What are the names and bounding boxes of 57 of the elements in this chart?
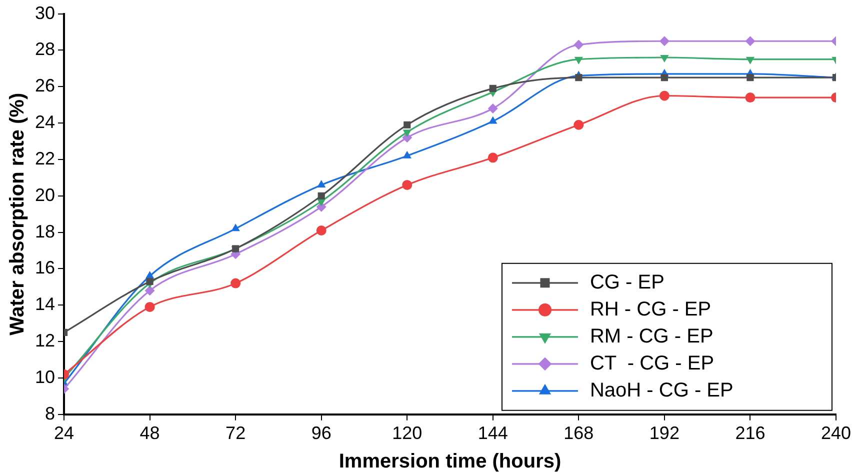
y-tick-label: 12 bbox=[34, 330, 56, 351]
x-tick-label: 24 bbox=[54, 423, 74, 444]
y-tick-label: 28 bbox=[34, 39, 56, 60]
y-tick-label: 18 bbox=[34, 221, 56, 242]
x-tick-label: 192 bbox=[649, 423, 680, 444]
y-tick-label: 8 bbox=[45, 403, 56, 424]
point bbox=[144, 302, 155, 312]
y-tick-label: 26 bbox=[34, 76, 56, 96]
y-tick-label: 22 bbox=[34, 148, 56, 168]
y-tick-label: 14 bbox=[34, 294, 56, 314]
point bbox=[146, 278, 154, 286]
point bbox=[575, 74, 582, 82]
y-axis-title: Water absorption rate (%) bbox=[6, 92, 29, 336]
point bbox=[574, 40, 584, 50]
y-tick-label: 16 bbox=[34, 258, 56, 278]
x-tick-label: 168 bbox=[564, 423, 594, 444]
point bbox=[659, 36, 670, 46]
x-tick-label: 120 bbox=[392, 423, 422, 444]
point bbox=[660, 55, 669, 62]
point bbox=[488, 152, 498, 163]
point bbox=[574, 56, 583, 64]
legend-label: RM - CG - EP bbox=[590, 325, 714, 348]
legend-label: RH - CG - EP bbox=[590, 298, 712, 320]
y-tick-label: 24 bbox=[34, 112, 56, 132]
point bbox=[402, 180, 412, 190]
point bbox=[488, 103, 498, 114]
point bbox=[404, 121, 411, 128]
y-tick-label: 30 bbox=[34, 2, 56, 23]
x-tick-label: 48 bbox=[140, 423, 160, 444]
point bbox=[574, 120, 584, 130]
legend-label: CG - EP bbox=[590, 271, 664, 294]
point bbox=[230, 278, 241, 288]
point bbox=[745, 92, 756, 103]
point bbox=[402, 130, 412, 138]
point bbox=[317, 180, 326, 188]
point bbox=[488, 116, 498, 124]
x-tick-label: 240 bbox=[820, 423, 852, 444]
point bbox=[660, 74, 668, 82]
point bbox=[402, 150, 412, 158]
x-tick-label: 216 bbox=[735, 423, 766, 444]
point bbox=[746, 74, 754, 82]
legend-label: CT - CG - EP bbox=[590, 352, 714, 374]
legend-label: NaoH - CG - EP bbox=[590, 379, 734, 402]
x-tick-label: 144 bbox=[478, 423, 508, 444]
x-tick-label: 72 bbox=[226, 423, 246, 444]
point bbox=[746, 56, 755, 64]
point bbox=[316, 225, 326, 236]
point bbox=[231, 224, 240, 232]
point bbox=[489, 84, 496, 92]
y-tick-label: 20 bbox=[34, 184, 56, 205]
x-tick-label: 96 bbox=[311, 423, 332, 444]
point bbox=[318, 192, 325, 200]
x-axis-title: Immersion time (hours) bbox=[338, 450, 562, 473]
point bbox=[144, 286, 155, 296]
y-tick-label: 10 bbox=[34, 366, 56, 387]
point bbox=[659, 90, 670, 101]
point bbox=[745, 36, 756, 46]
